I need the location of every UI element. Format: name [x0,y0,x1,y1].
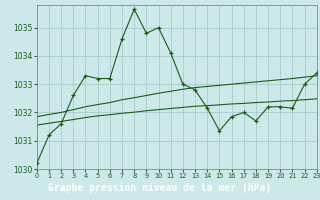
Text: Graphe pression niveau de la mer (hPa): Graphe pression niveau de la mer (hPa) [48,183,272,193]
